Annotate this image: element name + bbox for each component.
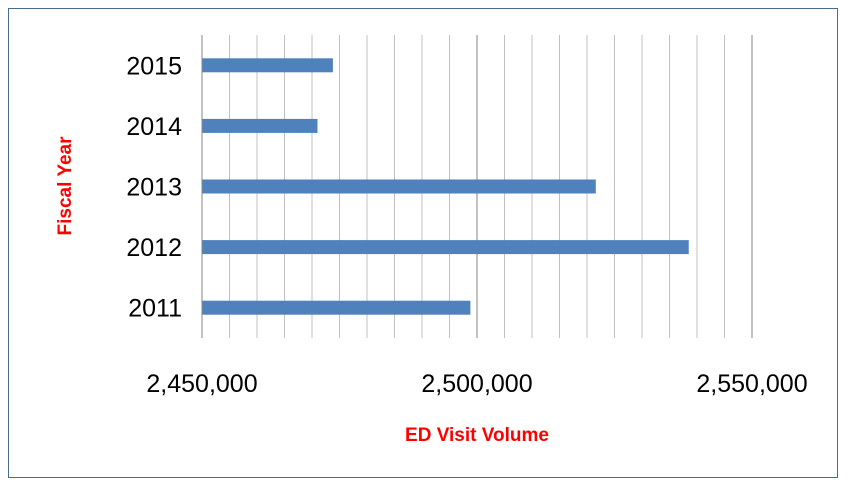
x-tick-label: 2,500,000 [421,370,532,398]
y-tick-label: 2012 [126,234,182,262]
x-axis-title: ED Visit Volume [405,425,549,446]
x-tick-labels: 2,450,000 2,500,000 2,550,000 [146,370,807,398]
bar-2011 [202,300,471,315]
bar-2013 [202,179,596,194]
y-tick-label: 2013 [126,174,182,202]
y-tick-label: 2014 [126,113,182,141]
y-tick-label: 2015 [126,52,182,80]
bar-2012 [202,240,689,255]
y-tick-labels: 2011 2012 2013 2014 2015 [126,52,182,322]
x-tick-label: 2,550,000 [696,370,807,398]
bars [202,58,689,315]
bar-2015 [202,58,333,73]
y-tick-label: 2011 [128,295,182,323]
x-tick-label: 2,450,000 [146,370,257,398]
y-axis-title: Fiscal Year [55,136,76,236]
bar-2014 [202,118,318,133]
